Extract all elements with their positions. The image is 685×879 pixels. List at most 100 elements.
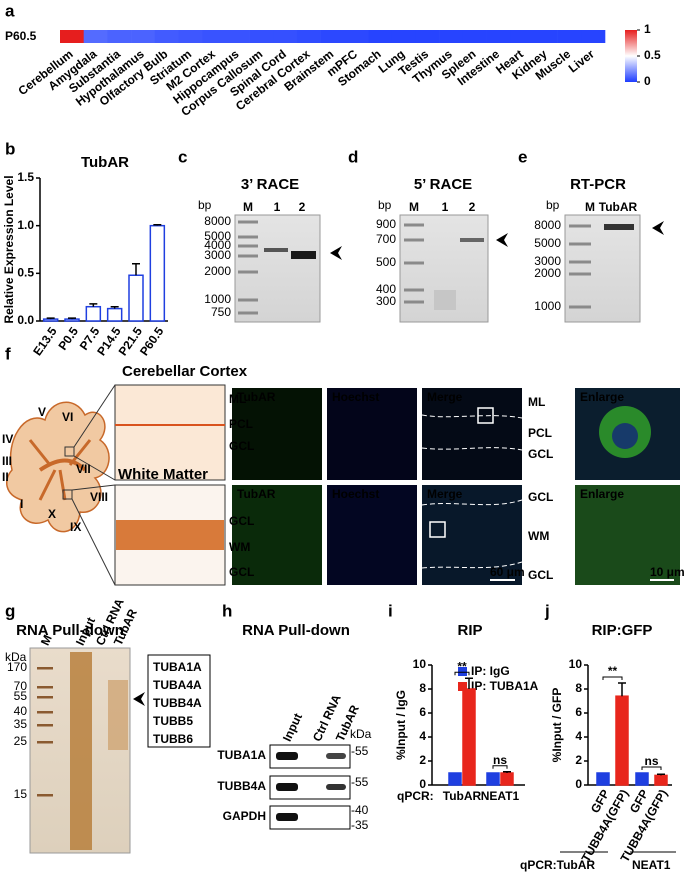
channel-label: Hoechst	[332, 487, 379, 501]
arrowhead	[496, 233, 508, 247]
bar	[635, 772, 649, 786]
unit-label: kDa	[5, 650, 27, 664]
significance-label: **	[457, 659, 467, 673]
x-tick-label: P60.5	[137, 324, 167, 358]
arrowhead	[133, 692, 145, 706]
sig-bracket	[641, 766, 662, 770]
channel-label: Merge	[427, 487, 463, 501]
ladder-band	[404, 223, 424, 227]
ladder-label: 1000	[534, 299, 561, 313]
y-tick-label: 1.5	[17, 170, 34, 184]
layer-label: ML	[528, 395, 545, 409]
ladder-label: 55	[14, 689, 28, 703]
y-tick-label: 4	[575, 729, 582, 743]
heat-cell	[486, 30, 511, 43]
y-tick-label: 6	[419, 705, 426, 719]
panel-label: h	[222, 601, 232, 620]
protein-box	[147, 654, 211, 748]
group-label: NEAT1	[632, 858, 671, 872]
ladder-band	[404, 261, 424, 265]
bar	[654, 774, 668, 786]
significance-label: ns	[644, 754, 658, 768]
gel	[564, 214, 641, 323]
region-label: Cerebellar Cortex	[122, 363, 248, 380]
panel-label: g	[5, 601, 15, 620]
row-label: TUBA1A	[217, 748, 266, 762]
channel-label: TubAR	[237, 487, 276, 501]
unit-label: kDa	[350, 727, 372, 741]
heat-cell	[581, 30, 606, 43]
lobule-label: I	[20, 497, 23, 511]
panel-label: i	[388, 601, 393, 620]
bar	[64, 318, 80, 322]
row-label: GAPDH	[223, 809, 266, 823]
lane-label: 2	[299, 200, 306, 214]
ladder-band	[238, 298, 258, 302]
lane-label: M	[243, 200, 253, 214]
region-label: White Matter	[118, 466, 208, 483]
layout	[5, 214, 680, 854]
scale-bar-label: 60 μm	[490, 565, 525, 579]
legend-label: IP: TUBA1A	[471, 679, 539, 693]
heat-cell	[154, 30, 179, 43]
sig-bracket	[454, 671, 470, 676]
unit-label: bp	[378, 198, 392, 212]
marker-label: -40	[351, 803, 369, 817]
heat-cell	[557, 30, 582, 43]
ladder-label: 8000	[534, 218, 561, 232]
lobule-label: III	[2, 454, 12, 468]
colorbar	[625, 30, 637, 82]
nucleus	[612, 423, 638, 449]
lane-tubar	[108, 680, 128, 750]
x-tick-label: TubAR	[443, 789, 482, 803]
panel-title: 5’ RACE	[414, 176, 472, 193]
heat-cell	[533, 30, 558, 43]
lane-label: 1	[442, 200, 449, 214]
ladder-band	[238, 220, 258, 224]
ladder-band	[238, 254, 258, 258]
ladder-label: 1000	[204, 292, 231, 306]
sig-bracket	[602, 676, 623, 680]
heat-cell	[249, 30, 274, 43]
lobule-label: II	[2, 470, 9, 484]
protein-label: TUBB4A	[153, 696, 202, 710]
ladder-label: 15	[14, 787, 28, 801]
ladder-label: 5000	[534, 236, 561, 250]
lobule-label: IV	[2, 432, 13, 446]
lobule-label: VIII	[90, 490, 108, 504]
panel-title: 3’ RACE	[241, 176, 299, 193]
y-axis-label: Relative Expression Level	[2, 175, 16, 323]
panel-label: e	[518, 147, 527, 166]
x-tick-label: NEAT1	[481, 789, 520, 803]
chart-title: TubAR	[81, 154, 129, 171]
lobule-label: VI	[62, 410, 73, 424]
colorbar-tick-label: 0.5	[644, 48, 661, 62]
significance-label: ns	[493, 753, 507, 767]
ladder-label: 70	[14, 679, 28, 693]
blot-band	[276, 752, 298, 760]
blot-band	[276, 813, 298, 821]
blot	[269, 744, 351, 769]
layer-label: GCL	[229, 439, 254, 453]
zoom-line	[73, 384, 116, 448]
boundary	[421, 414, 523, 451]
boundary	[421, 499, 523, 569]
zoom-line	[71, 484, 116, 491]
ladder-label: 25	[14, 734, 28, 748]
ladder-band	[238, 244, 258, 248]
bar	[448, 772, 462, 786]
heat-cell	[368, 30, 393, 43]
protein-label: TUBB5	[153, 714, 193, 728]
ladder-label: 400	[376, 282, 396, 296]
cerebellum-schematic	[5, 401, 110, 533]
legend-swatch	[458, 682, 467, 691]
micrograph	[327, 388, 417, 480]
ladder-band	[569, 260, 591, 264]
ladder-label: 3000	[204, 248, 231, 262]
ladder-band	[37, 686, 53, 689]
channel-label: Merge	[427, 390, 463, 404]
micrograph	[575, 485, 680, 585]
legend-label: IP: IgG	[471, 664, 510, 678]
ladder-label: 8000	[204, 214, 231, 228]
